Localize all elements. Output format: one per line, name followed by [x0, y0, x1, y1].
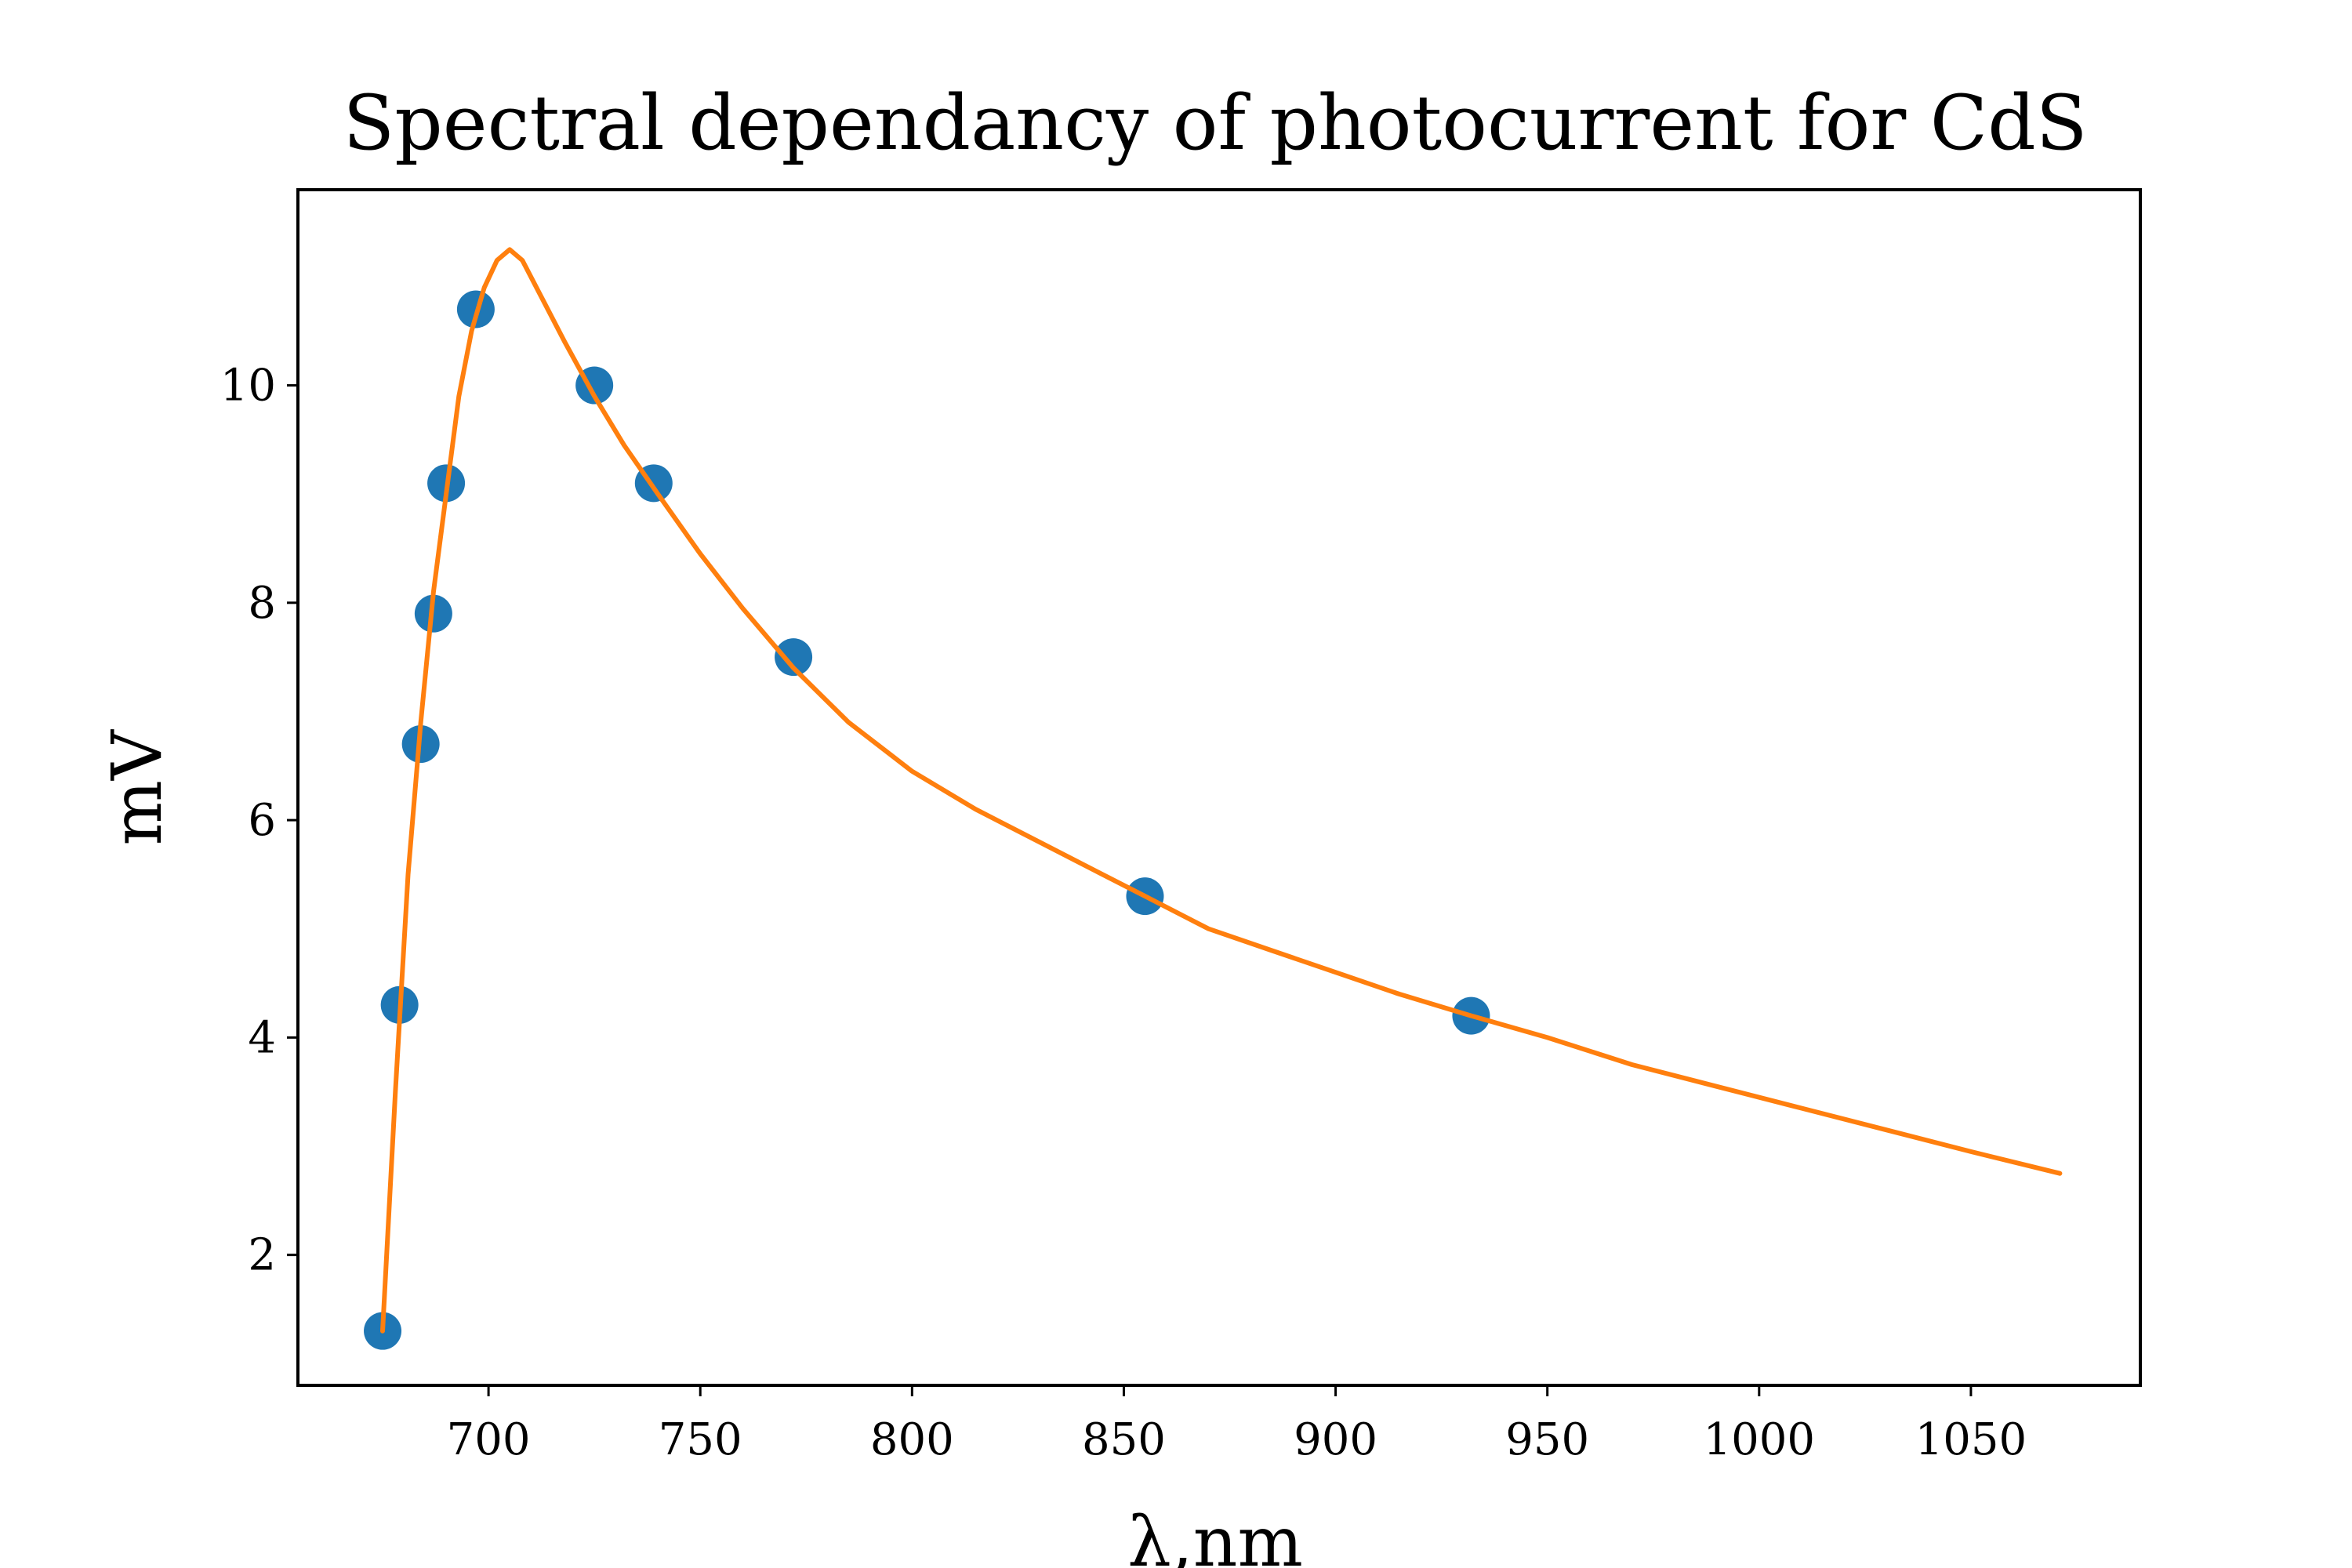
x-tick-label-900: 900: [1294, 1414, 1377, 1465]
fit-curve: [380, 247, 2063, 1334]
y-tick-label-4: 4: [248, 1012, 276, 1063]
x-tick-label-850: 850: [1082, 1414, 1166, 1465]
x-tick-label-700: 700: [447, 1414, 531, 1465]
x-tick-label-1050: 1050: [1915, 1414, 2027, 1465]
chart-title: Spectral dependancy of photocurrent for …: [343, 79, 2088, 167]
x-tick-label-800: 800: [870, 1414, 954, 1465]
x-tick-label-950: 950: [1505, 1414, 1589, 1465]
y-tick-label-6: 6: [248, 795, 276, 846]
x-tick-label-750: 750: [659, 1414, 742, 1465]
data-point-8: [775, 638, 813, 677]
y-axis-label: mV: [96, 729, 177, 845]
y-tick-label-8: 8: [248, 578, 276, 629]
plot-area: [364, 247, 2063, 1350]
y-axis: 2 4 6 8 10: [220, 361, 298, 1281]
plot-frame: [296, 188, 2142, 1387]
y-tick-label-2: 2: [248, 1230, 276, 1281]
x-axis: 700 750 800 850 900 950 1000 1050: [447, 1385, 2027, 1465]
y-tick-label-10: 10: [220, 361, 276, 412]
x-axis-label: λ,nm: [1127, 1501, 1303, 1568]
x-tick-label-1000: 1000: [1704, 1414, 1816, 1465]
